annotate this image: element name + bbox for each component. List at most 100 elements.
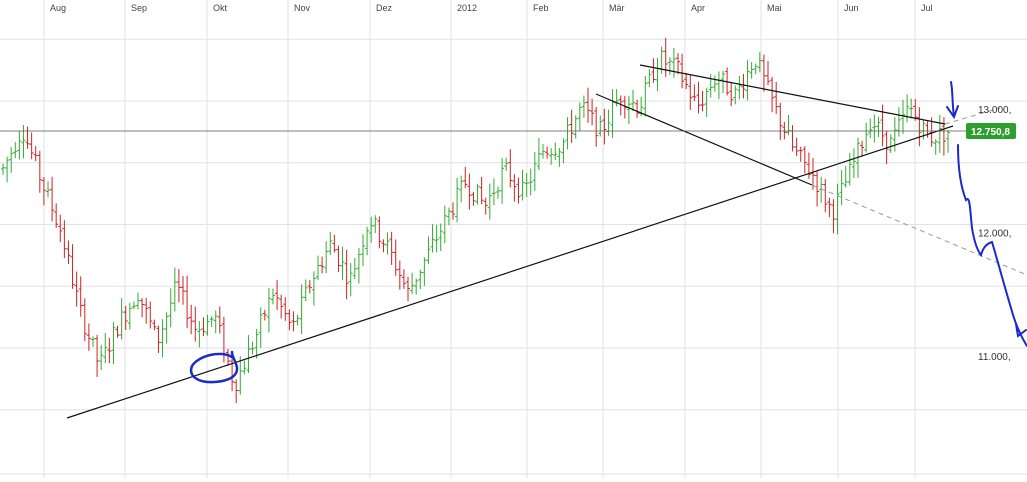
ohlc-bar: [618, 95, 623, 116]
ohlc-bar: [136, 292, 140, 310]
ohlc-bar: [479, 176, 484, 205]
ohlc-bar: [144, 297, 149, 324]
ohlc-bar: [266, 288, 271, 333]
ohlc-bar: [631, 89, 635, 112]
ohlc-bar: [41, 176, 46, 206]
ohlc-bar: [880, 104, 885, 147]
channel-top-line: [595, 93, 813, 186]
month-label: Mai: [767, 3, 782, 13]
ohlc-bar: [1, 163, 5, 175]
ohlc-bar: [680, 53, 685, 89]
ohlc-bar: [577, 102, 582, 132]
ohlc-bar: [610, 89, 615, 139]
ohlc-bar: [819, 176, 824, 203]
ohlc-bar: [676, 53, 680, 75]
ohlc-bar: [553, 142, 558, 161]
ohlc-bar: [541, 143, 545, 159]
ohlc-bar: [66, 240, 71, 265]
ohlc-bar: [536, 137, 541, 171]
ohlc-bar: [254, 328, 259, 359]
ohlc-bar: [774, 81, 779, 114]
ohlc-bar: [422, 257, 427, 286]
ohlc-bar: [373, 215, 378, 234]
ohlc-bar: [336, 245, 341, 273]
ohlc-bar: [888, 134, 893, 153]
ohlc-bar: [111, 322, 116, 365]
ohlc-bar: [692, 84, 697, 102]
ohlc-bar: [827, 197, 832, 218]
month-label: Jun: [844, 3, 859, 13]
annotation-arrow-down-short: [946, 81, 959, 120]
handdrawn-annotations: [189, 81, 1027, 384]
ohlc-bar: [909, 98, 914, 119]
ohlc-bar: [892, 117, 897, 152]
ohlc-bar: [332, 234, 337, 253]
ohlc-bar: [823, 179, 828, 213]
ohlc-bar: [140, 298, 145, 318]
ohlc-bar: [684, 72, 689, 90]
ohlc-bar: [815, 171, 820, 207]
ohlc-bar: [33, 146, 38, 162]
ohlc-bar: [271, 288, 275, 305]
ohlc-bar: [369, 216, 374, 243]
ohlc-bar: [246, 335, 251, 373]
ohlc-bar: [430, 224, 435, 253]
ohlc-bar: [119, 298, 124, 340]
ohlc-bar: [516, 177, 521, 204]
ohlc-bar: [385, 232, 390, 255]
ohlc-bar: [230, 353, 235, 392]
ohlc-bar: [937, 114, 942, 153]
ohlc-bar: [704, 87, 709, 118]
ohlc-bar: [520, 169, 525, 201]
ohlc-bar: [786, 115, 791, 135]
ohlc-bar: [397, 260, 402, 290]
resistance-projection-line: [944, 107, 1001, 125]
ohlc-bar: [794, 137, 799, 157]
ohlc-bar: [344, 249, 349, 300]
ohlc-bar: [258, 307, 263, 348]
ohlc-bar: [442, 205, 447, 244]
ohlc-bar: [279, 294, 284, 319]
ohlc-bar: [946, 129, 950, 153]
price-bars: [1, 37, 950, 404]
ohlc-bar: [78, 276, 83, 317]
ohlc-bar: [561, 138, 566, 164]
ohlc-bar: [671, 47, 676, 78]
ohlc-bar: [287, 309, 292, 331]
ohlc-bar: [95, 334, 100, 377]
ohlc-bar: [708, 73, 713, 98]
ohlc-bar: [311, 271, 316, 306]
ohlc-bar: [197, 321, 202, 348]
ohlc-bar: [238, 356, 243, 395]
ohlc-bar: [860, 140, 865, 157]
ohlc-bar: [189, 304, 194, 335]
ohlc-bar: [160, 319, 165, 358]
ohlc-bar: [426, 236, 431, 264]
ohlc-bar: [712, 75, 717, 92]
ohlc-bar: [635, 99, 640, 119]
ohlc-bar: [643, 76, 648, 117]
price-axis: 13.000, 12.000, 11.000,: [978, 105, 1011, 363]
ohlc-bar: [62, 220, 67, 258]
ohlc-bar: [316, 255, 320, 281]
ohlc-bar: [667, 57, 672, 75]
ohlc-bar: [500, 157, 505, 204]
ohlc-bar: [917, 107, 922, 147]
ohlc-bar: [622, 95, 627, 119]
ohlc-bar: [381, 239, 386, 253]
ohlc-bar: [696, 81, 701, 114]
ohlc-bar: [528, 168, 533, 196]
ohlc-bar: [761, 54, 766, 92]
ohlc-bar: [737, 75, 742, 100]
ohlc-bar: [729, 82, 734, 107]
ohlc-bar: [262, 309, 267, 321]
ohlc-bar: [565, 117, 570, 150]
month-label: Sep: [131, 3, 147, 13]
ohlc-bar: [17, 131, 22, 160]
ohlc-bar: [778, 102, 783, 141]
ohlc-bar: [348, 263, 353, 297]
ohlc-bar: [446, 207, 451, 226]
ohlc-bar: [226, 348, 230, 366]
ohlc-bar: [770, 76, 775, 113]
